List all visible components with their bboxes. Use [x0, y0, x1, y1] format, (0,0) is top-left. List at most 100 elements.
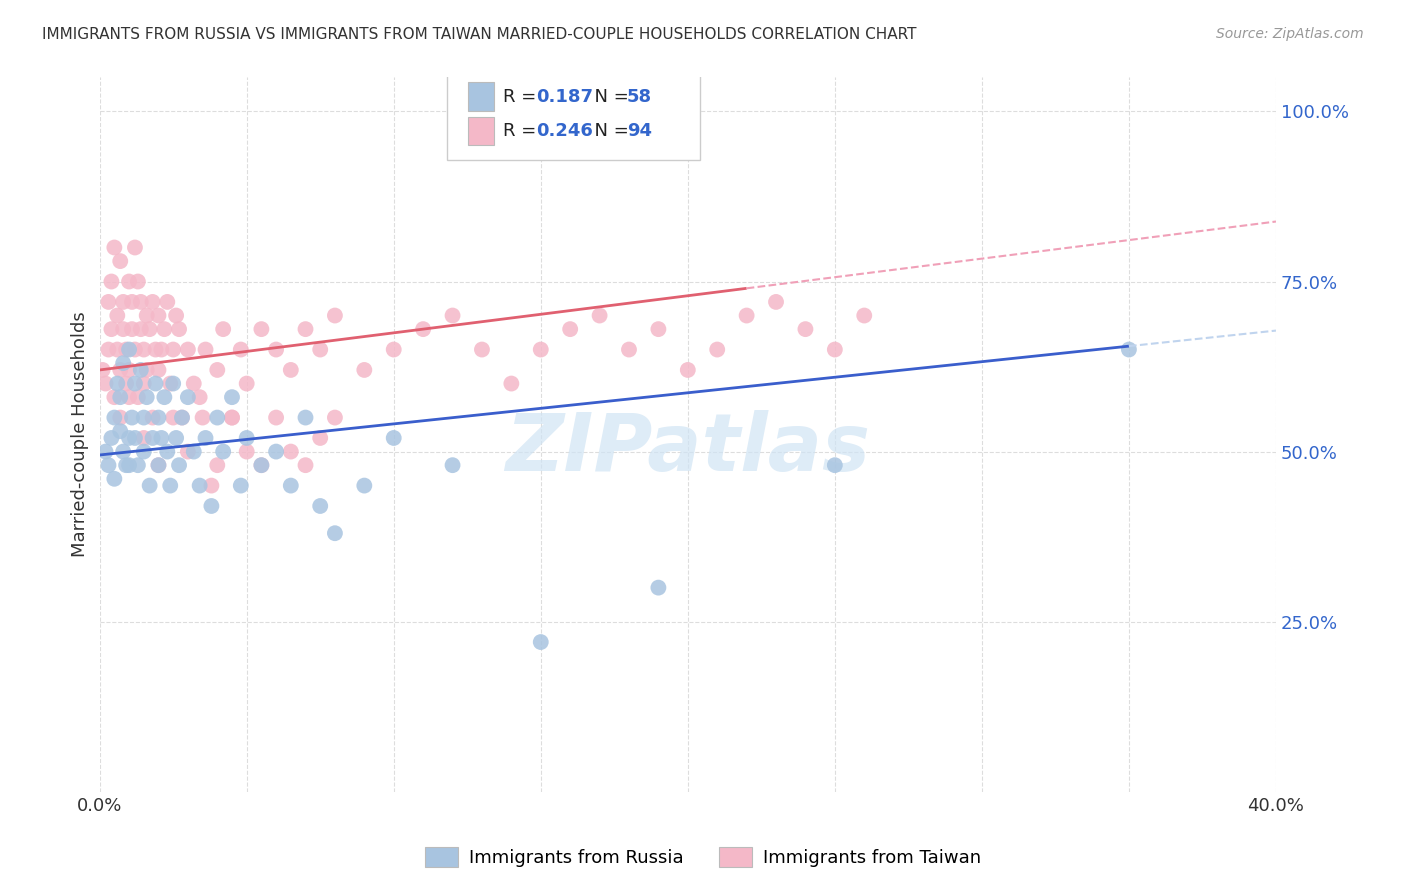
Point	[229, 478, 252, 492]
Point	[235, 376, 257, 391]
Point	[853, 309, 876, 323]
Text: 58: 58	[627, 87, 652, 106]
Point	[97, 343, 120, 357]
Point	[135, 390, 157, 404]
Point	[148, 309, 170, 323]
Point	[280, 444, 302, 458]
Point	[153, 390, 176, 404]
Point	[530, 635, 553, 649]
Point	[142, 294, 165, 309]
Point	[264, 343, 287, 357]
Text: N =: N =	[583, 122, 634, 140]
Point	[167, 458, 190, 473]
Point	[118, 343, 141, 357]
Point	[824, 343, 846, 357]
Point	[132, 410, 155, 425]
Point	[110, 410, 132, 425]
Point	[127, 275, 149, 289]
Point	[264, 410, 287, 425]
Point	[121, 294, 143, 309]
Point	[188, 478, 211, 492]
Point	[115, 458, 138, 473]
Point	[110, 363, 132, 377]
Point	[294, 458, 316, 473]
Point	[145, 343, 167, 357]
Point	[706, 343, 728, 357]
Point	[207, 363, 229, 377]
Point	[159, 478, 181, 492]
Text: Source: ZipAtlas.com: Source: ZipAtlas.com	[1216, 27, 1364, 41]
Point	[162, 343, 184, 357]
Point	[188, 390, 211, 404]
Point	[115, 343, 138, 357]
Point	[765, 294, 787, 309]
Point	[132, 444, 155, 458]
Point	[105, 343, 128, 357]
Point	[501, 376, 523, 391]
Point	[97, 294, 120, 309]
Point	[323, 309, 346, 323]
Point	[212, 444, 235, 458]
FancyBboxPatch shape	[447, 70, 700, 160]
Text: R =: R =	[503, 122, 543, 140]
Point	[676, 363, 699, 377]
Point	[118, 363, 141, 377]
Point	[115, 376, 138, 391]
Point	[294, 322, 316, 336]
Point	[103, 390, 125, 404]
Point	[124, 376, 146, 391]
Point	[127, 390, 149, 404]
Point	[118, 458, 141, 473]
Text: 0.246: 0.246	[536, 122, 593, 140]
Point	[250, 458, 273, 473]
Point	[309, 431, 332, 445]
Point	[103, 410, 125, 425]
Point	[235, 444, 257, 458]
Point	[142, 410, 165, 425]
Point	[280, 478, 302, 492]
Point	[165, 309, 187, 323]
Point	[221, 390, 243, 404]
Point	[124, 431, 146, 445]
Point	[153, 322, 176, 336]
Text: 94: 94	[627, 122, 651, 140]
Point	[100, 431, 122, 445]
Point	[112, 294, 135, 309]
Point	[353, 478, 375, 492]
Point	[323, 410, 346, 425]
Point	[221, 410, 243, 425]
Text: R =: R =	[503, 87, 543, 106]
Point	[441, 458, 464, 473]
Point	[294, 410, 316, 425]
Point	[132, 343, 155, 357]
Point	[156, 294, 179, 309]
Point	[323, 526, 346, 541]
Point	[194, 343, 217, 357]
Point	[229, 343, 252, 357]
Point	[150, 431, 173, 445]
Point	[170, 410, 193, 425]
Point	[471, 343, 494, 357]
Point	[135, 309, 157, 323]
Point	[235, 431, 257, 445]
FancyBboxPatch shape	[468, 117, 494, 145]
Point	[121, 322, 143, 336]
Point	[142, 431, 165, 445]
Point	[221, 410, 243, 425]
Point	[110, 254, 132, 268]
Point	[148, 410, 170, 425]
Point	[91, 363, 114, 377]
Point	[309, 343, 332, 357]
Point	[264, 444, 287, 458]
Text: ZIPatlas: ZIPatlas	[505, 409, 870, 488]
Point	[183, 376, 205, 391]
Point	[735, 309, 758, 323]
Point	[129, 322, 152, 336]
Point	[103, 472, 125, 486]
Point	[382, 343, 405, 357]
Point	[162, 410, 184, 425]
Legend: Immigrants from Russia, Immigrants from Taiwan: Immigrants from Russia, Immigrants from …	[418, 839, 988, 874]
Point	[138, 322, 160, 336]
Point	[110, 424, 132, 438]
Point	[170, 410, 193, 425]
